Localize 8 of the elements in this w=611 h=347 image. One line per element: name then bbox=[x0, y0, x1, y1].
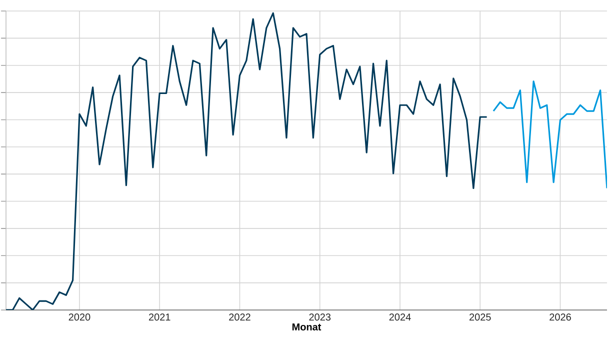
x-axis-title: Monat bbox=[292, 323, 322, 330]
x-tick-label: 2022 bbox=[229, 314, 250, 321]
x-tick-label: 2026 bbox=[550, 314, 571, 321]
x-tick-label: 2023 bbox=[309, 314, 331, 321]
x-tick-label: 2024 bbox=[389, 314, 411, 321]
x-tick-label: 2020 bbox=[68, 314, 90, 321]
x-tick-label: 2025 bbox=[470, 314, 491, 321]
x-tick-label: 2021 bbox=[148, 314, 170, 321]
